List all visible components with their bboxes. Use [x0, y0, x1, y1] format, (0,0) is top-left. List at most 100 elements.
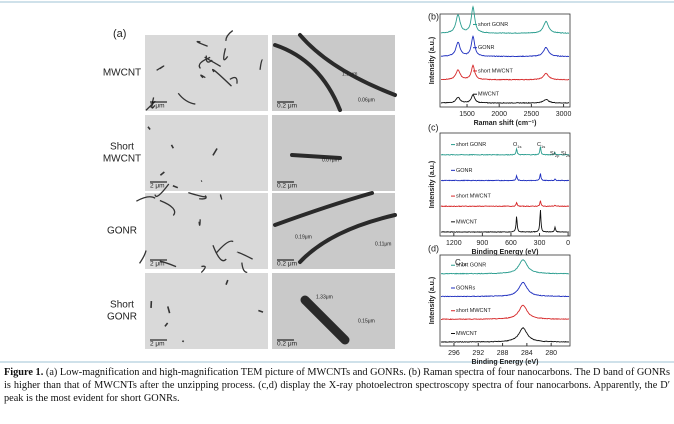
trace-label: short GONR — [478, 22, 508, 28]
x-axis-label: Raman shift (cm⁻¹) — [474, 120, 537, 127]
trace-label: short MWCNT — [478, 68, 513, 74]
scale-label: 0.2 μm — [277, 261, 297, 268]
trace-label: short GONR — [456, 142, 486, 148]
tube — [164, 322, 169, 327]
spectrum — [440, 146, 570, 156]
tube — [151, 97, 156, 109]
tube — [166, 306, 171, 314]
peak-label: C1s — [455, 258, 467, 268]
peak-label-sub: 2s — [566, 153, 570, 158]
tem-image — [145, 273, 268, 349]
tube — [259, 59, 263, 70]
tube — [241, 262, 248, 274]
tube — [136, 196, 156, 202]
x-tick-label: 296 — [448, 350, 460, 357]
scale-label: 2 μm — [150, 103, 165, 110]
x-tick-label: 3000 — [556, 111, 572, 118]
trace-label: MWCNT — [456, 219, 478, 225]
tube — [198, 219, 201, 226]
scale-label: 2 μm — [150, 341, 165, 348]
row-label: MWCNT — [103, 68, 141, 79]
panel-label: (b) — [428, 11, 439, 21]
x-tick-label: 1200 — [446, 240, 462, 247]
scale-label: 0.2 μm — [277, 183, 297, 190]
tube — [211, 68, 232, 87]
y-axis-label: Intensity (a.u.) — [429, 277, 436, 324]
x-tick-label: 900 — [477, 240, 489, 247]
tem-image — [272, 273, 395, 349]
tube — [236, 251, 253, 260]
trace-label: MWCNT — [478, 92, 500, 98]
peak-label-main: O — [513, 142, 518, 148]
tube — [196, 40, 208, 47]
tube — [212, 148, 218, 156]
y-axis-label: Intensity (a.u.) — [429, 161, 436, 208]
scale-label: 2 μm — [150, 261, 165, 268]
peak-label-main: Si — [550, 151, 555, 157]
x-tick-label: 284 — [521, 350, 533, 357]
peak-label-sub: 2p — [555, 153, 560, 158]
spectrum — [440, 200, 569, 208]
spectrum — [441, 64, 570, 81]
caption-label: Figure 1. — [4, 367, 44, 378]
tem-annotation: 1.1 μm — [342, 71, 357, 77]
tube — [258, 309, 264, 313]
spectrum — [440, 209, 570, 233]
trace-label: GONR — [478, 45, 495, 51]
trace-label: short MWCNT — [456, 308, 491, 314]
row-label: GONR — [107, 312, 137, 323]
tube — [300, 295, 350, 345]
plot-frame — [439, 13, 571, 108]
tube — [273, 191, 397, 264]
x-tick-label: 2500 — [524, 111, 540, 118]
peak-label-main: C — [537, 142, 541, 148]
x-tick-label: 280 — [545, 350, 557, 357]
caption: Figure 1. (a) Low-magnification and high… — [4, 366, 670, 405]
tube — [198, 56, 211, 69]
plot-frame — [439, 132, 571, 237]
x-tick-label: 2000 — [491, 111, 507, 118]
row-label: Short — [110, 300, 134, 311]
row-label: GONR — [107, 226, 137, 237]
tem-image — [272, 115, 395, 191]
y-axis-label: Intensity (a.u.) — [429, 37, 436, 84]
panel-label: (d) — [428, 243, 439, 253]
tube — [219, 194, 223, 200]
x-axis-label: Binding Energy (eV) — [472, 249, 539, 256]
x-axis-label: Binding Energy (eV) — [472, 359, 539, 366]
x-tick-label: 288 — [497, 350, 509, 357]
tem-annotation: 0.19μm — [295, 234, 312, 240]
tube — [159, 199, 176, 216]
tube — [225, 30, 234, 41]
peak-label: O1s — [513, 142, 522, 149]
tem-annotation: 1.33μm — [316, 294, 333, 300]
peak-label: C1s — [537, 142, 545, 149]
tube — [200, 74, 206, 79]
spectrum — [440, 5, 570, 34]
peak-label-main: C — [455, 258, 461, 267]
tube — [139, 250, 147, 264]
spectrum — [440, 35, 570, 58]
tube — [223, 48, 229, 61]
spectrum — [441, 259, 570, 275]
scale-label: 0.2 μm — [277, 103, 297, 110]
tube — [290, 153, 342, 160]
tube — [156, 65, 165, 71]
x-tick-label: 292 — [472, 350, 484, 357]
spectrum — [440, 93, 570, 104]
tube — [154, 183, 170, 198]
tube — [229, 76, 238, 84]
spectrum — [440, 173, 569, 182]
trace-label: short GONR — [456, 263, 486, 269]
trace-label: GONR — [456, 168, 473, 174]
spectrum — [440, 304, 570, 321]
tem-annotation: 0.15μm — [358, 318, 375, 324]
tube — [172, 184, 179, 189]
x-tick-label: 0 — [566, 240, 570, 247]
peak-label: Si2s — [561, 151, 570, 158]
tube — [177, 92, 196, 105]
tube — [273, 33, 397, 112]
tem-annotation: 0.06μm — [358, 97, 375, 103]
